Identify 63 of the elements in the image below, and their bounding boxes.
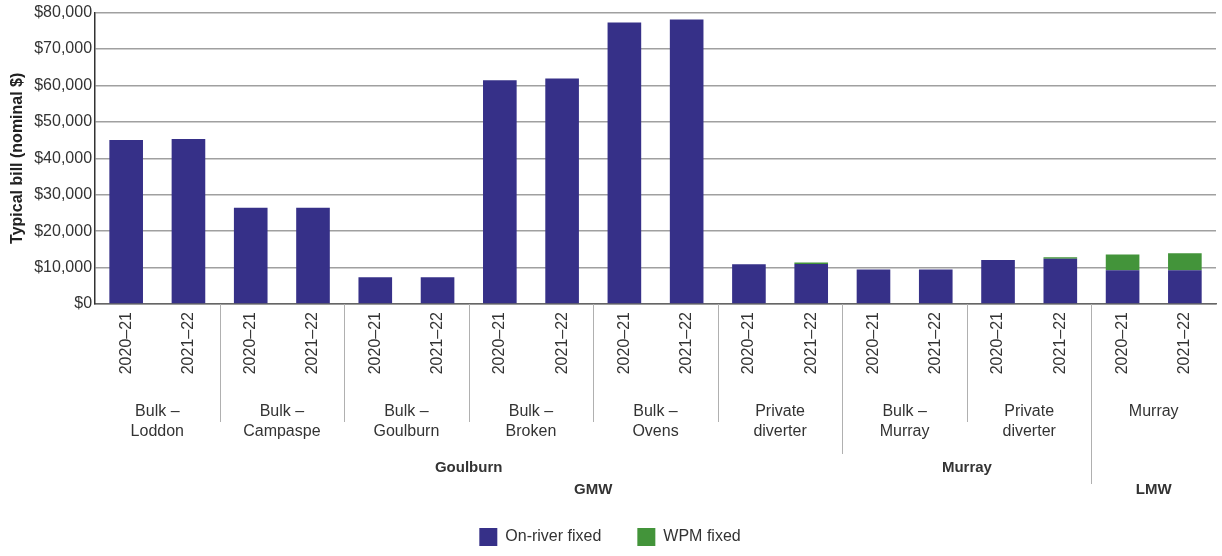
text: Murray [941, 457, 993, 475]
x-tick-label: 2020–21 [988, 311, 1006, 375]
bar [545, 78, 579, 304]
text: Private diverter [753, 402, 808, 440]
bar [981, 259, 1015, 304]
bar [233, 207, 268, 304]
text: Bulk – Goulburn [373, 402, 440, 440]
x-tick-label: 2021–22 [178, 311, 196, 375]
y-tick-label: $60,000 [34, 75, 93, 93]
x-tick-label: 2020–21 [863, 311, 881, 375]
y-tick-label: $30,000 [34, 185, 93, 203]
bar [732, 264, 766, 304]
x-tick-label: 2020–21 [116, 311, 134, 375]
bar [420, 277, 455, 304]
bar [483, 80, 517, 304]
y-tick-label: $20,000 [34, 221, 93, 239]
bar [794, 263, 829, 304]
x-tick-label: 2020–21 [1112, 311, 1130, 375]
bar [669, 19, 704, 304]
text: GMW [574, 479, 614, 497]
x-tick-label: 2020–21 [739, 311, 757, 375]
text: LMW [1135, 479, 1173, 497]
x-tick-label: 2021–22 [677, 311, 695, 375]
text: Goulburn [434, 457, 503, 475]
x-tick-label: 2021–22 [552, 311, 570, 375]
bar [1105, 270, 1140, 304]
text: Bulk – Broken [505, 402, 557, 440]
text: Murray [1128, 402, 1179, 420]
y-tick-label: $50,000 [34, 112, 93, 130]
y-tick-label: $80,000 [34, 3, 93, 21]
legend-label: WPM fixed [663, 527, 741, 545]
x-tick-label: 2021–22 [801, 311, 819, 375]
x-tick-label: 2021–22 [1050, 311, 1068, 375]
bar [1168, 270, 1202, 304]
x-tick-label: 2021–22 [427, 311, 445, 375]
bar [1043, 258, 1078, 304]
x-tick-label: 2021–22 [1175, 311, 1193, 375]
y-tick-label: $70,000 [34, 39, 93, 57]
bar [109, 140, 143, 304]
bar [171, 139, 206, 304]
text: Bulk – Campaspe [243, 402, 321, 440]
y-tick-label: $0 [74, 294, 93, 312]
x-tick-label: 2021–22 [926, 311, 944, 375]
bar [918, 269, 953, 304]
legend-label: On-river fixed [505, 527, 602, 545]
bar [296, 207, 330, 304]
text: Bulk – Ovens [632, 402, 679, 440]
text: Bulk – Loddon [130, 402, 185, 440]
bar [358, 277, 393, 304]
x-tick-label: 2020–21 [365, 311, 383, 375]
bar [856, 269, 891, 304]
bar [1168, 253, 1202, 271]
x-tick-label: 2020–21 [241, 311, 259, 375]
y-tick-label: $10,000 [34, 257, 93, 275]
x-tick-label: 2020–21 [614, 311, 632, 375]
x-tick-label: 2020–21 [490, 311, 508, 375]
bar [1105, 254, 1140, 271]
text: Private diverter [1002, 402, 1057, 440]
x-tick-label: 2021–22 [303, 311, 321, 375]
text: Bulk – Murray [879, 402, 930, 440]
bar [607, 22, 642, 304]
y-axis-title: Typical bill (nominal $) [8, 72, 26, 244]
y-tick-label: $40,000 [34, 148, 93, 166]
